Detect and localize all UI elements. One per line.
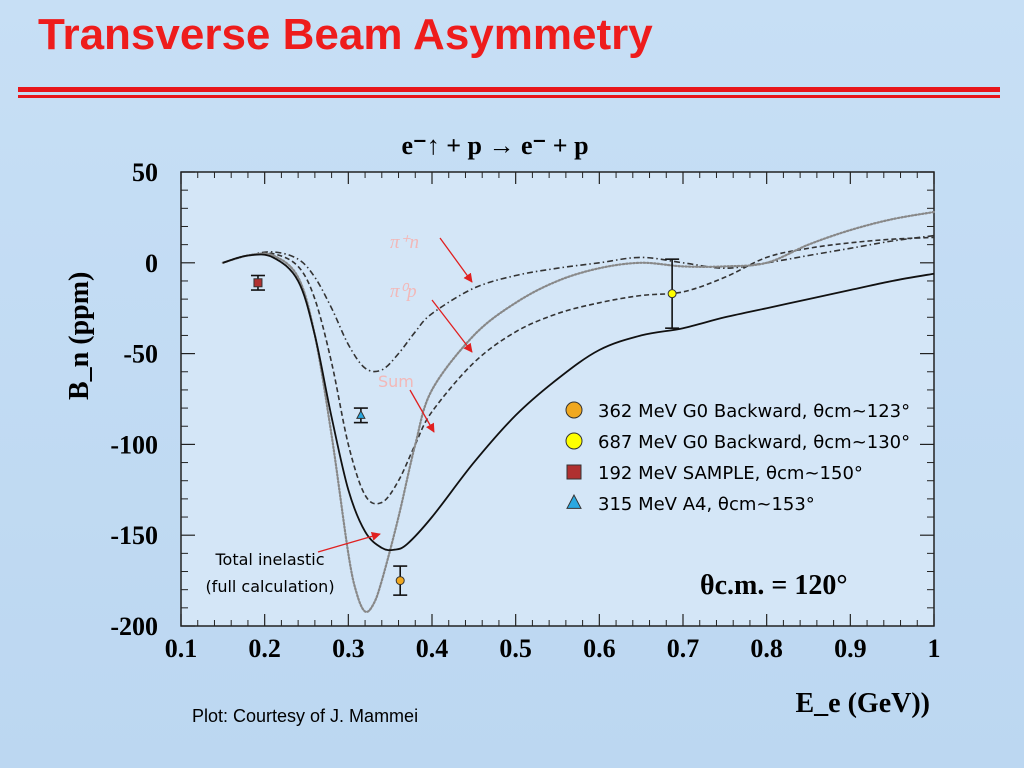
x-tick-label: 0.1 [165, 634, 198, 663]
legend-entry: 687 MeV G0 Backward, θcm~130° [598, 432, 910, 453]
x-tick-label: 0.4 [416, 634, 449, 663]
label-total-inelastic-2: (full calculation) [205, 577, 334, 596]
legend-entry: 192 MeV SAMPLE, θcm~150° [598, 463, 863, 484]
curve-dashed [222, 236, 935, 505]
curve-solid [222, 253, 935, 552]
label-total-inelastic-1: Total inelastic [215, 550, 325, 569]
y-axis-label: B_n (ppm) [64, 272, 95, 400]
slide-title: Transverse Beam Asymmetry [38, 10, 653, 59]
angle-label: θc.m. = 120° [700, 570, 848, 601]
title-rule-top [18, 87, 1000, 92]
arrow-pi-plus-n [439, 237, 473, 283]
y-tick-label: 0 [145, 249, 158, 278]
data-point-circle [667, 289, 677, 299]
legend-marker-square [566, 464, 582, 480]
label-sum: Sum [378, 372, 414, 391]
x-tick-label: 0.2 [248, 634, 281, 663]
arrow-total-inelastic [317, 531, 381, 553]
y-tick-label: -50 [123, 340, 158, 369]
reaction-label: e⁻↑ + p → e⁻ + p [401, 131, 588, 160]
legend-entry: 315 MeV A4, θcm~153° [598, 494, 815, 515]
y-tick-label: -100 [110, 430, 158, 459]
axis-ticks: 0.1 0.2 0.3 0.4 0.5 0.6 0.7 0.8 0.9 1 50 0 -50 -100 -1… [110, 158, 940, 663]
arrow-pi-zero-p [431, 299, 473, 353]
label-pi-zero-p: π⁰p [390, 281, 417, 302]
legend-entry: 362 MeV G0 Backward, θcm~123° [598, 401, 910, 422]
legend-marker-circle [565, 401, 583, 419]
legend-marker-circle [565, 432, 583, 450]
y-tick-label: 50 [132, 158, 158, 187]
x-tick-label: 0.9 [834, 634, 867, 663]
data-point-square [253, 278, 263, 288]
curves [221, 210, 936, 614]
x-tick-label: 0.3 [332, 634, 365, 663]
data-point-circle [395, 576, 405, 586]
courtesy-caption: Plot: Courtesy of J. Mammei [192, 706, 419, 726]
legend: 362 MeV G0 Backward, θcm~123° 687 MeV G0 … [565, 401, 910, 515]
title-rule-bottom [18, 95, 1000, 98]
arrow-sum [409, 389, 435, 433]
x-tick-label: 1 [928, 634, 941, 663]
x-tick-label: 0.6 [583, 634, 616, 663]
x-tick-label: 0.8 [750, 634, 783, 663]
y-tick-label: -150 [110, 521, 158, 550]
y-tick-label: -200 [110, 612, 158, 641]
x-axis-label: E_e (GeV)) [795, 688, 930, 719]
x-tick-label: 0.5 [499, 634, 532, 663]
label-pi-plus-n: π⁺n [390, 232, 419, 253]
data-point-triangle [356, 409, 366, 419]
legend-marker-triangle [566, 493, 582, 509]
x-tick-label: 0.7 [667, 634, 700, 663]
data-points [250, 258, 680, 596]
